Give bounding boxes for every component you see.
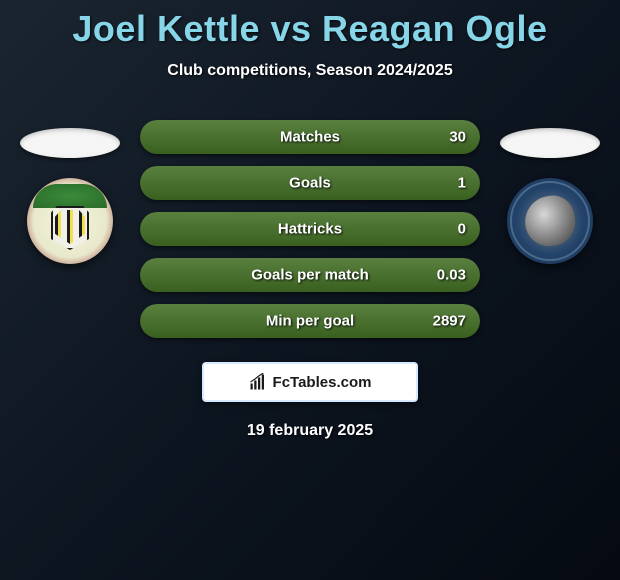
brand-text: FcTables.com xyxy=(273,374,372,391)
player-slot-left xyxy=(20,128,120,158)
stat-label: Goals xyxy=(140,175,480,192)
stat-value: 1 xyxy=(458,175,466,192)
stat-row-goals-per-match: Goals per match 0.03 xyxy=(140,258,480,292)
subtitle: Club competitions, Season 2024/2025 xyxy=(0,62,620,80)
stat-value: 30 xyxy=(449,129,466,146)
stat-value: 0 xyxy=(458,221,466,238)
stat-row-hattricks: Hattricks 0 xyxy=(140,212,480,246)
stat-value: 0.03 xyxy=(437,267,466,284)
stat-row-matches: Matches 30 xyxy=(140,120,480,154)
brand-link[interactable]: FcTables.com xyxy=(202,362,418,402)
stats-list: Matches 30 Goals 1 Hattricks 0 Goals per… xyxy=(140,120,480,338)
player-slot-right xyxy=(500,128,600,158)
shield-decoration xyxy=(55,210,85,244)
stat-row-min-per-goal: Min per goal 2897 xyxy=(140,304,480,338)
chart-icon xyxy=(249,373,267,391)
left-team-column xyxy=(20,120,120,264)
date-text: 19 february 2025 xyxy=(0,422,620,440)
team-badge-left xyxy=(27,178,113,264)
stat-label: Hattricks xyxy=(140,221,480,238)
stat-row-goals: Goals 1 xyxy=(140,166,480,200)
stat-value: 2897 xyxy=(433,313,466,330)
right-team-column xyxy=(500,120,600,264)
stat-label: Min per goal xyxy=(140,313,480,330)
stat-label: Matches xyxy=(140,129,480,146)
page-title: Joel Kettle vs Reagan Ogle xyxy=(0,0,620,50)
comparison-panel: Matches 30 Goals 1 Hattricks 0 Goals per… xyxy=(0,120,620,338)
team-badge-right xyxy=(507,178,593,264)
stat-label: Goals per match xyxy=(140,267,480,284)
